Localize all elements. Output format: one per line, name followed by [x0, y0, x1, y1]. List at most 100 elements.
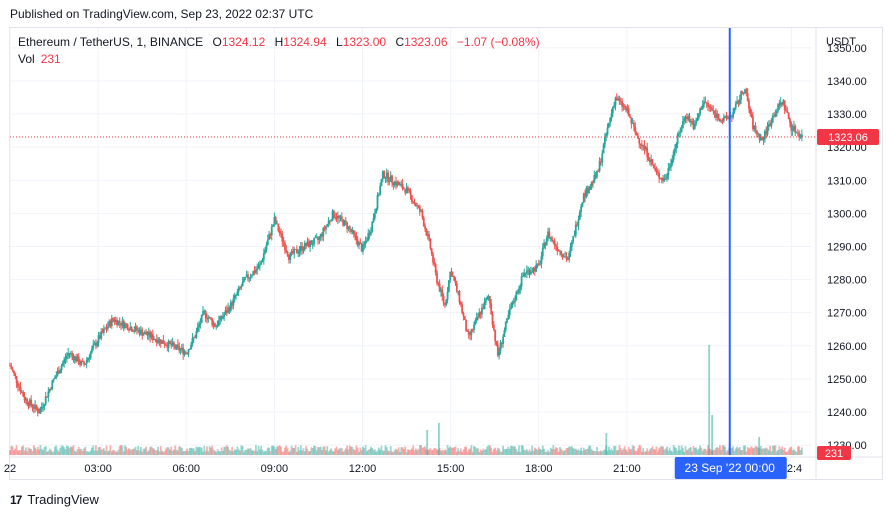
volume-bar — [794, 450, 797, 455]
volume-bar — [223, 446, 226, 455]
volume-bar — [696, 449, 699, 455]
candle-body — [592, 181, 594, 183]
candle-body — [584, 193, 586, 197]
volume-bar — [532, 450, 535, 455]
volume-bar — [56, 449, 59, 455]
volume-bar — [55, 445, 58, 455]
candle-body — [573, 235, 576, 237]
candle-body — [666, 175, 668, 179]
candle-body — [145, 331, 148, 335]
candle-body — [749, 108, 752, 114]
volume-bar — [173, 449, 175, 455]
candle-body — [330, 220, 333, 222]
candle-body — [549, 237, 552, 239]
volume-bar — [525, 449, 528, 455]
volume-bar — [277, 445, 280, 455]
candle-body — [15, 376, 18, 384]
volume-bar — [92, 445, 95, 455]
candle-body — [200, 314, 203, 323]
volume-bar — [611, 450, 614, 455]
volume-bar — [375, 451, 378, 455]
candle-body — [758, 133, 761, 141]
volume-bar — [585, 449, 588, 455]
volume-bar — [180, 447, 183, 455]
volume-bar — [14, 448, 17, 455]
volume-bar — [138, 450, 141, 455]
volume-bar — [286, 448, 289, 455]
candle-body — [660, 177, 663, 180]
candle-body — [582, 193, 585, 203]
volume-bar — [586, 448, 589, 455]
volume-bar — [769, 445, 772, 455]
candle-body — [329, 220, 331, 222]
volume-bar — [519, 451, 522, 455]
candle-body — [85, 360, 88, 364]
volume-bar — [738, 446, 741, 455]
volume-bar — [598, 450, 601, 455]
candle-body — [30, 399, 33, 406]
candle-body — [288, 256, 290, 260]
candle-body — [245, 274, 248, 277]
volume-bar — [313, 445, 315, 455]
candle-body — [446, 291, 449, 300]
candle-body — [708, 105, 711, 108]
candle-body — [441, 289, 444, 297]
volume-bar — [773, 445, 776, 455]
candle-body — [298, 250, 301, 253]
volume-bar — [588, 445, 590, 455]
candle-body — [553, 240, 556, 246]
candle-body — [752, 116, 754, 130]
candle-body — [463, 316, 466, 320]
candle-body — [146, 334, 149, 336]
legend-close-value: 1323.06 — [404, 35, 448, 49]
volume-bar — [254, 445, 257, 455]
volume-bar — [684, 446, 687, 455]
candle-body — [391, 175, 393, 183]
candle-body — [224, 310, 227, 315]
volume-bar — [373, 449, 376, 455]
candle-body — [577, 219, 580, 226]
candle-body — [61, 362, 64, 366]
volume-bar — [442, 450, 445, 455]
volume-bar — [370, 446, 372, 455]
candle-body — [207, 317, 210, 320]
candle-body — [442, 296, 445, 304]
volume-bar — [266, 447, 269, 455]
candle-body — [47, 391, 50, 398]
volume-bar — [457, 448, 460, 455]
volume-bar — [63, 447, 66, 455]
volume-bar — [340, 448, 343, 455]
volume-bar — [778, 446, 781, 455]
candle-body — [545, 237, 548, 246]
candle-body — [118, 320, 121, 323]
candle-body — [121, 320, 124, 326]
volume-bar — [434, 448, 437, 455]
candle-body — [766, 126, 769, 135]
candle-body — [722, 117, 725, 121]
volume-bar — [162, 451, 165, 455]
volume-bar — [247, 448, 249, 455]
volume-bar — [392, 451, 395, 455]
volume-bar — [237, 449, 240, 455]
candle-body — [611, 107, 614, 114]
candle-body — [536, 263, 539, 265]
volume-bar — [157, 446, 159, 455]
volume-bar — [98, 447, 101, 455]
volume-bar — [243, 451, 245, 455]
volume-bar — [717, 447, 720, 455]
volume-bar — [198, 446, 200, 455]
candle-body — [486, 296, 489, 300]
candle-body — [520, 276, 523, 287]
volume-bar — [631, 445, 634, 455]
volume-bar — [224, 446, 227, 455]
candle-body — [798, 133, 801, 138]
candle-body — [502, 336, 504, 344]
candle-body — [192, 337, 195, 339]
footer-brand[interactable]: 17 TradingView — [10, 492, 99, 507]
volume-bar — [195, 446, 198, 455]
candle-body — [356, 240, 359, 246]
candle-body — [603, 136, 606, 145]
volume-bar — [309, 450, 311, 455]
volume-bar — [630, 448, 633, 455]
